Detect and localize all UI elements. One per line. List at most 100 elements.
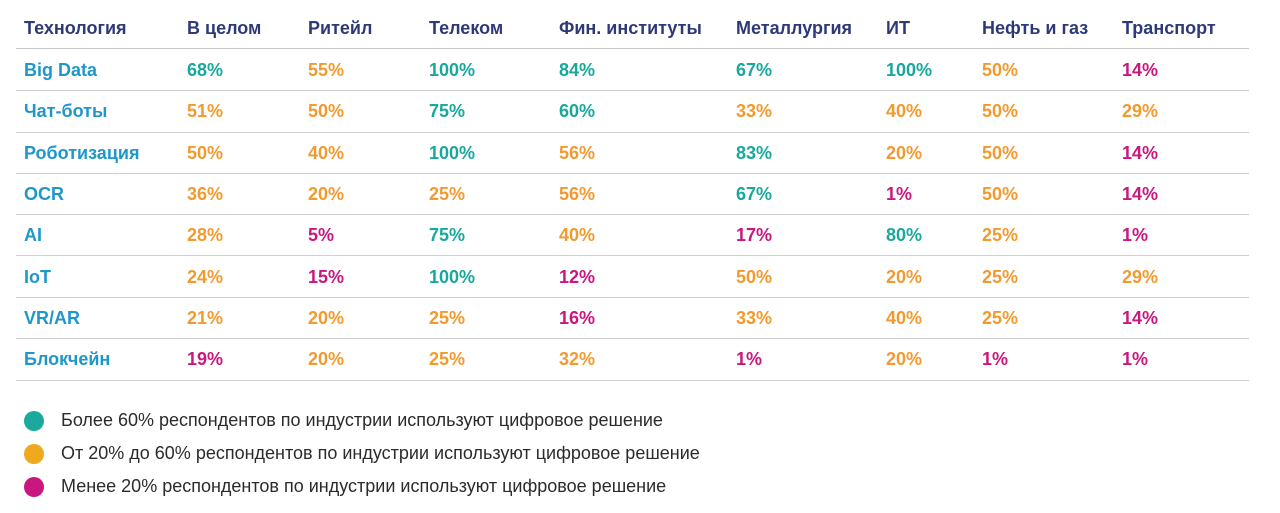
- legend-item-low: Менее 20% респондентов по индустрии испо…: [24, 470, 700, 503]
- column-header: Телеком: [429, 18, 504, 38]
- column-header: Металлургия: [736, 18, 853, 38]
- table-cell: 20%: [886, 349, 923, 370]
- legend-dot-low-icon: [24, 476, 44, 497]
- table-cell: 75%: [429, 225, 466, 246]
- column-header: Ритейл: [308, 18, 373, 38]
- table-cell: 1%: [736, 349, 763, 370]
- row-divider: [16, 338, 1249, 339]
- row-divider: [16, 173, 1249, 174]
- table-cell: 50%: [982, 142, 1019, 163]
- table-cell: 25%: [982, 225, 1019, 246]
- table-cell: 16%: [559, 307, 596, 328]
- table-cell: 29%: [1122, 101, 1159, 122]
- table-cell: 20%: [308, 349, 345, 370]
- table-cell: 14%: [1122, 307, 1159, 328]
- row-divider: [16, 380, 1249, 381]
- legend-text-mid: От 20% до 60% респондентов по индустрии …: [61, 443, 700, 463]
- table-cell: 14%: [1122, 183, 1159, 204]
- table-cell: 84%: [559, 60, 596, 80]
- table-cell: 50%: [308, 101, 345, 122]
- table-cell: 83%: [736, 142, 773, 163]
- table-cell: 100%: [886, 60, 933, 80]
- table-cell: 100%: [429, 60, 476, 80]
- legend-text-low: Менее 20% респондентов по индустрии испо…: [61, 476, 667, 496]
- column-header: Технология: [24, 18, 127, 38]
- row-label: Чат-боты: [24, 101, 108, 122]
- table-cell: 75%: [429, 101, 466, 122]
- row-divider: [16, 90, 1249, 91]
- table-cell: 50%: [982, 101, 1019, 122]
- table-cell: 100%: [429, 266, 476, 287]
- table-cell: 50%: [982, 60, 1019, 80]
- row-label: Big Data: [24, 60, 98, 80]
- table-cell: 36%: [187, 183, 224, 204]
- table-cell: 15%: [308, 266, 345, 287]
- table-cell: 1%: [982, 349, 1009, 370]
- row-label: AI: [24, 225, 42, 246]
- table-cell: 14%: [1122, 60, 1159, 80]
- column-header: Транспорт: [1122, 18, 1216, 38]
- column-header: Нефть и газ: [982, 18, 1089, 38]
- table-cell: 40%: [886, 307, 923, 328]
- table-cell: 100%: [429, 142, 476, 163]
- table-cell: 25%: [429, 307, 466, 328]
- column-header: Фин. институты: [559, 18, 702, 38]
- table-cell: 20%: [308, 183, 345, 204]
- table-cell: 25%: [982, 266, 1019, 287]
- table-cell: 68%: [187, 60, 224, 80]
- legend-dot-mid-icon: [24, 443, 44, 464]
- table-cell: 33%: [736, 307, 773, 328]
- table-cell: 80%: [886, 225, 923, 246]
- row-divider: [16, 48, 1249, 49]
- row-label: Блокчейн: [24, 349, 111, 370]
- row-divider: [16, 214, 1249, 215]
- table-cell: 67%: [736, 60, 773, 80]
- column-header: ИТ: [886, 18, 910, 38]
- table-cell: 51%: [187, 101, 224, 122]
- table-cell: 32%: [559, 349, 596, 370]
- legend: Более 60% респондентов по индустрии испо…: [24, 404, 700, 503]
- table-cell: 17%: [736, 225, 773, 246]
- column-header: В целом: [187, 18, 262, 38]
- table-cell: 1%: [1122, 225, 1149, 246]
- table-cell: 20%: [886, 266, 923, 287]
- row-label: IoT: [24, 266, 51, 287]
- row-label: VR/AR: [24, 307, 81, 328]
- legend-text-high: Более 60% респондентов по индустрии испо…: [61, 410, 663, 430]
- table-cell: 50%: [736, 266, 773, 287]
- legend-item-high: Более 60% респондентов по индустрии испо…: [24, 404, 700, 437]
- technology-adoption-table: Технология В целом Ритейл Телеком Фин. инсти…: [16, 18, 1249, 381]
- table-cell: 14%: [1122, 142, 1159, 163]
- legend-item-mid: От 20% до 60% респондентов по индустрии …: [24, 437, 700, 470]
- table-cell: 50%: [982, 183, 1019, 204]
- table-cell: 56%: [559, 183, 596, 204]
- table-cell: 40%: [886, 101, 923, 122]
- row-divider: [16, 255, 1249, 256]
- row-divider: [16, 132, 1249, 133]
- table-cell: 50%: [187, 142, 224, 163]
- table-cell: 25%: [429, 349, 466, 370]
- table-cell: 1%: [1122, 349, 1149, 370]
- table-cell: 5%: [308, 225, 335, 246]
- table-cell: 33%: [736, 101, 773, 122]
- table-cell: 12%: [559, 266, 596, 287]
- table-cell: 19%: [187, 349, 224, 370]
- table-cell: 40%: [559, 225, 596, 246]
- table-cell: 55%: [308, 60, 345, 80]
- legend-dot-high-icon: [24, 410, 44, 431]
- table-cell: 28%: [187, 225, 224, 246]
- table-cell: 21%: [187, 307, 224, 328]
- table-cell: 25%: [982, 307, 1019, 328]
- table-cell: 60%: [559, 101, 596, 122]
- row-divider: [16, 297, 1249, 298]
- table-cell: 29%: [1122, 266, 1159, 287]
- row-label: Роботизация: [24, 142, 140, 163]
- table-cell: 40%: [308, 142, 345, 163]
- table-cell: 25%: [429, 183, 466, 204]
- table-cell: 1%: [886, 183, 913, 204]
- table-cell: 20%: [308, 307, 345, 328]
- table-cell: 24%: [187, 266, 224, 287]
- table-cell: 56%: [559, 142, 596, 163]
- row-label: OCR: [24, 183, 64, 204]
- table-cell: 20%: [886, 142, 923, 163]
